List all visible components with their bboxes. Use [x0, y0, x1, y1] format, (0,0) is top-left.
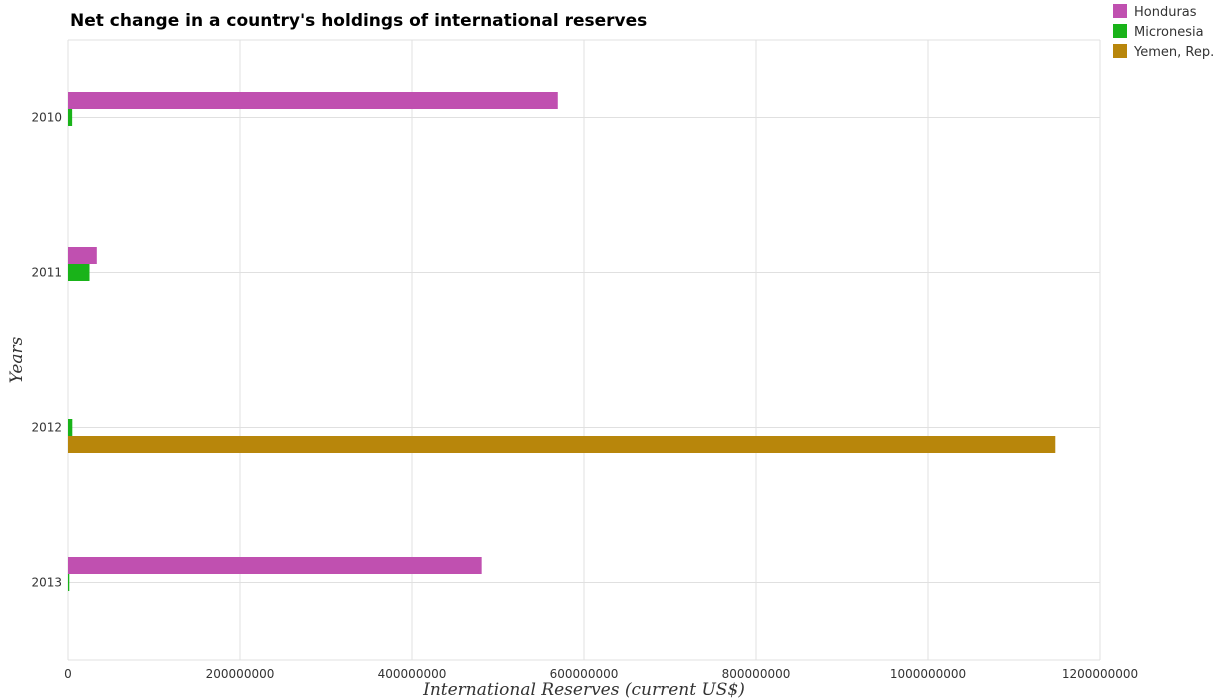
x-tick-label: 800000000	[722, 667, 791, 681]
bar-micronesia-2010	[68, 109, 73, 126]
bar-yemen-rep-2012	[68, 436, 1056, 453]
legend-swatch	[1113, 4, 1127, 18]
legend-label: Micronesia	[1134, 25, 1204, 40]
bar-honduras-2013	[68, 557, 482, 574]
bar-honduras-2011	[68, 247, 97, 264]
y-tick-label: 2012	[31, 421, 62, 435]
bar-micronesia-2012	[68, 419, 73, 436]
x-tick-label: 1000000000	[890, 667, 966, 681]
bar-micronesia-2011	[68, 264, 90, 281]
x-tick-label: 200000000	[206, 667, 275, 681]
y-tick-label: 2013	[31, 576, 62, 590]
x-axis-label: International Reserves (current US$)	[422, 680, 745, 700]
legend-label: Yemen, Rep.	[1133, 45, 1214, 60]
bars	[68, 92, 1056, 591]
y-axis-label: Years	[7, 336, 27, 383]
x-tick-label: 1200000000	[1062, 667, 1138, 681]
grid-lines	[67, 39, 1101, 661]
legend-swatch	[1113, 44, 1127, 58]
legend: Honduras Micronesia Yemen, Rep.	[1113, 4, 1214, 60]
x-tick-label: 400000000	[378, 667, 447, 681]
x-tick-label: 600000000	[550, 667, 619, 681]
y-tick-label: 2010	[31, 111, 62, 125]
x-tick-labels: 0 200000000 400000000 600000000 800000000 100…	[64, 667, 1138, 681]
chart-title: Net change in a country's holdings of in…	[70, 11, 647, 31]
bar-micronesia-2013	[68, 574, 70, 591]
bar-honduras-2010	[68, 92, 558, 109]
y-tick-label: 2011	[31, 266, 62, 280]
legend-swatch	[1113, 24, 1127, 38]
x-tick-label: 0	[64, 667, 72, 681]
legend-label: Honduras	[1134, 5, 1197, 20]
y-tick-labels: 2010 2011 2012 2013	[31, 111, 62, 590]
